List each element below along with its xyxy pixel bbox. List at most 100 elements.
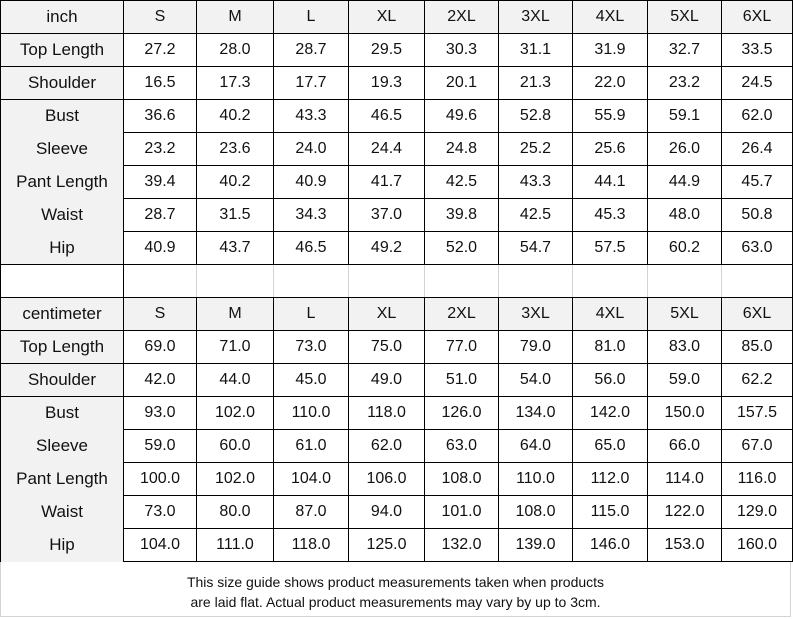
measurement-value: 50.8 — [721, 198, 793, 232]
measurement-value: 23.6 — [196, 132, 274, 166]
measurement-value: 52.8 — [498, 99, 573, 133]
measurement-value: 157.5 — [721, 396, 793, 430]
measurement-value: 80.0 — [196, 495, 274, 529]
measurement-label: Bust — [0, 99, 124, 133]
measurement-value: 31.5 — [196, 198, 274, 232]
measurement-value: 33.5 — [721, 33, 793, 67]
size-header: 4XL — [572, 297, 648, 331]
size-header: 2XL — [424, 297, 499, 331]
measurement-value: 25.2 — [498, 132, 573, 166]
size-header: 2XL — [424, 0, 499, 34]
measurement-label: Pant Length — [0, 462, 124, 496]
measurement-label: Waist — [0, 495, 124, 529]
measurement-value: 57.5 — [572, 231, 648, 265]
measurement-value: 39.8 — [424, 198, 499, 232]
measurement-value: 25.6 — [572, 132, 648, 166]
measurement-value: 23.2 — [123, 132, 197, 166]
measurement-value: 65.0 — [572, 429, 648, 463]
empty-cell — [572, 264, 648, 298]
measurement-value: 23.2 — [647, 66, 722, 100]
table-row: Shoulder 42.0 44.0 45.0 49.0 51.0 54.0 56.0 59.0… — [0, 363, 793, 397]
table-row: Pant Length 39.4 40.2 40.9 41.7 42.5 43.3 44.1 4… — [0, 165, 793, 199]
table-row: Sleeve 59.0 60.0 61.0 62.0 63.0 64.0 65.0 66.0 67… — [0, 429, 793, 463]
measurement-value: 139.0 — [498, 528, 573, 562]
measurement-value: 40.2 — [196, 165, 274, 199]
measurement-value: 32.7 — [647, 33, 722, 67]
measurement-value: 40.9 — [123, 231, 197, 265]
unit-label: inch — [0, 0, 124, 34]
measurement-label: Waist — [0, 198, 124, 232]
measurement-label: Top Length — [0, 330, 124, 364]
measurement-label: Hip — [0, 231, 124, 265]
measurement-value: 44.0 — [196, 363, 274, 397]
measurement-value: 45.7 — [721, 165, 793, 199]
measurement-value: 42.0 — [123, 363, 197, 397]
measurement-value: 45.0 — [273, 363, 349, 397]
measurement-value: 112.0 — [572, 462, 648, 496]
measurement-value: 28.7 — [273, 33, 349, 67]
measurement-value: 126.0 — [424, 396, 499, 430]
measurement-value: 114.0 — [647, 462, 722, 496]
measurement-value: 104.0 — [273, 462, 349, 496]
measurement-value: 64.0 — [498, 429, 573, 463]
size-header: S — [123, 0, 197, 34]
measurement-label: Pant Length — [0, 165, 124, 199]
measurement-value: 116.0 — [721, 462, 793, 496]
measurement-value: 67.0 — [721, 429, 793, 463]
measurement-value: 60.0 — [196, 429, 274, 463]
table-row: Pant Length 100.0 102.0 104.0 106.0 108.0 110.… — [0, 462, 793, 496]
table-row: Waist 28.7 31.5 34.3 37.0 39.8 42.5 45.3 48.0 50.… — [0, 198, 793, 232]
measurement-value: 54.7 — [498, 231, 573, 265]
measurement-value: 37.0 — [348, 198, 425, 232]
measurement-value: 31.9 — [572, 33, 648, 67]
table-row: Top Length 27.2 28.0 28.7 29.5 30.3 31.1 31.9 32… — [0, 33, 793, 67]
measurement-value: 31.1 — [498, 33, 573, 67]
empty-cell — [348, 264, 425, 298]
measurement-value: 122.0 — [647, 495, 722, 529]
measurement-value: 56.0 — [572, 363, 648, 397]
measurement-value: 129.0 — [721, 495, 793, 529]
measurement-value: 71.0 — [196, 330, 274, 364]
measurement-value: 108.0 — [424, 462, 499, 496]
unit-label: centimeter — [0, 297, 124, 331]
measurement-value: 100.0 — [123, 462, 197, 496]
measurement-value: 24.0 — [273, 132, 349, 166]
measurement-value: 63.0 — [721, 231, 793, 265]
measurement-value: 28.7 — [123, 198, 197, 232]
empty-cell — [721, 264, 793, 298]
measurement-value: 146.0 — [572, 528, 648, 562]
note-line-2: are laid flat. Actual product measuremen… — [190, 594, 601, 610]
measurement-label: Shoulder — [0, 66, 124, 100]
table-row: Waist 73.0 80.0 87.0 94.0 101.0 108.0 115.0 122.… — [0, 495, 793, 529]
measurement-value: 54.0 — [498, 363, 573, 397]
measurement-value: 111.0 — [196, 528, 274, 562]
measurement-value: 118.0 — [348, 396, 425, 430]
measurement-value: 17.3 — [196, 66, 274, 100]
empty-cell — [123, 264, 197, 298]
measurement-value: 34.3 — [273, 198, 349, 232]
measurement-value: 150.0 — [647, 396, 722, 430]
measurement-value: 75.0 — [348, 330, 425, 364]
measurement-value: 46.5 — [273, 231, 349, 265]
measurement-value: 118.0 — [273, 528, 349, 562]
table-row: Sleeve 23.2 23.6 24.0 24.4 24.8 25.2 25.6 26.0 26… — [0, 132, 793, 166]
size-header: 3XL — [498, 297, 573, 331]
measurement-value: 142.0 — [572, 396, 648, 430]
measurement-value: 20.1 — [424, 66, 499, 100]
measurement-value: 153.0 — [647, 528, 722, 562]
centimeter-header-row: centimeter S M L XL 2XL 3XL 4XL 5XL 6XL — [0, 297, 793, 331]
measurement-value: 42.5 — [424, 165, 499, 199]
empty-cell — [0, 264, 124, 298]
spacer-row — [0, 264, 793, 298]
measurement-value: 79.0 — [498, 330, 573, 364]
measurement-value: 19.3 — [348, 66, 425, 100]
size-header: L — [273, 297, 349, 331]
measurement-value: 125.0 — [348, 528, 425, 562]
measurement-value: 73.0 — [273, 330, 349, 364]
measurement-value: 132.0 — [424, 528, 499, 562]
measurement-value: 83.0 — [647, 330, 722, 364]
empty-cell — [196, 264, 274, 298]
measurement-value: 16.5 — [123, 66, 197, 100]
measurement-value: 59.0 — [123, 429, 197, 463]
measurement-label: Sleeve — [0, 132, 124, 166]
